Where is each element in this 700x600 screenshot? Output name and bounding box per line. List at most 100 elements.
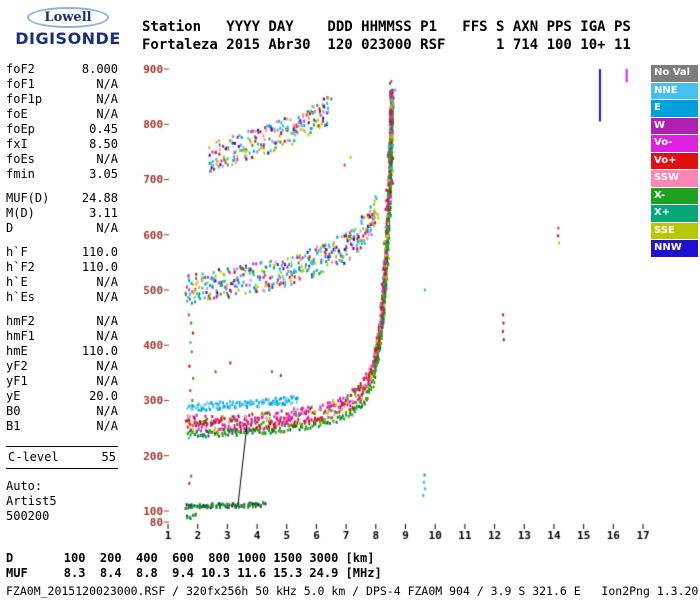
param-row: M(D) 3.11 bbox=[6, 206, 118, 221]
lowell-digisonde-logo: Lowell DIGISONDE bbox=[8, 6, 128, 54]
param-row: fxI 8.50 bbox=[6, 137, 118, 152]
param-value: 8.000 bbox=[81, 62, 118, 76]
param-value: 20.0 bbox=[89, 389, 118, 403]
param-label: foEs bbox=[6, 152, 35, 166]
param-value: 3.11 bbox=[89, 206, 118, 220]
header-column-titles: Station YYYY DAY DDD HHMMSS P1 FFS S AXN… bbox=[142, 19, 631, 35]
param-row: h`Es N/A bbox=[6, 290, 118, 305]
param-label: h`F2 bbox=[6, 260, 35, 274]
param-label: B0 bbox=[6, 404, 21, 418]
param-row: yE 20.0 bbox=[6, 389, 118, 404]
parameter-group: hmF2 N/A hmF1 N/A hmE 110.0 yF2 N/A yF1 N/A yE 20.0… bbox=[6, 314, 118, 434]
param-label: fmin bbox=[6, 167, 35, 181]
param-value: N/A bbox=[96, 107, 118, 121]
legend-item-nnw: NNW bbox=[651, 240, 698, 257]
ionogram-plot-canvas bbox=[130, 60, 652, 545]
legend-item-nne: NNE bbox=[651, 82, 698, 99]
param-value: N/A bbox=[96, 92, 118, 106]
param-label: foF1 bbox=[6, 77, 35, 91]
param-label: foE bbox=[6, 107, 28, 121]
auto-label: Auto: bbox=[6, 479, 43, 493]
param-label: B1 bbox=[6, 419, 21, 433]
param-row: hmF1 N/A bbox=[6, 329, 118, 344]
param-value: N/A bbox=[96, 404, 118, 418]
param-value: N/A bbox=[96, 290, 118, 304]
legend-item-no-val: No Val bbox=[651, 65, 698, 82]
param-value: 0.45 bbox=[89, 122, 118, 136]
param-value: 3.05 bbox=[89, 167, 118, 181]
param-row: h`F 110.0 bbox=[6, 245, 118, 260]
param-row: hmF2 N/A bbox=[6, 314, 118, 329]
param-value: N/A bbox=[96, 419, 118, 433]
param-value: 110.0 bbox=[81, 260, 118, 274]
distance-row: D 100 200 400 600 800 1000 1500 3000 [km… bbox=[6, 551, 375, 565]
param-row: foEp 0.45 bbox=[6, 122, 118, 137]
legend-item-vo-: Vo- bbox=[651, 135, 698, 152]
param-value: N/A bbox=[96, 329, 118, 343]
param-label: h`Es bbox=[6, 290, 35, 304]
param-row: yF1 N/A bbox=[6, 374, 118, 389]
echo-status-legend: No Val NNE E W Vo- Vo+ SSW X- X+ SSE NNW bbox=[651, 65, 698, 258]
param-row: foF1 N/A bbox=[6, 77, 118, 92]
param-value: N/A bbox=[96, 359, 118, 373]
c-level-value: 55 bbox=[101, 450, 116, 464]
logo-digisonde-text: DIGISONDE bbox=[15, 29, 121, 48]
param-label: hmF2 bbox=[6, 314, 35, 328]
legend-item-x-: X- bbox=[651, 187, 698, 204]
param-row: h`E N/A bbox=[6, 275, 118, 290]
parameter-group: foF2 8.000 foF1 N/A foF1p N/A foE N/A foEp 0.45 fx… bbox=[6, 62, 118, 182]
param-row: B0 N/A bbox=[6, 404, 118, 419]
param-row: MUF(D) 24.88 bbox=[6, 191, 118, 206]
param-value: 110.0 bbox=[81, 245, 118, 259]
auto-scaler-block: Auto: Artist5 500200 bbox=[6, 479, 118, 524]
param-label: yF1 bbox=[6, 374, 28, 388]
param-value: N/A bbox=[96, 374, 118, 388]
param-value: 110.0 bbox=[81, 344, 118, 358]
param-label: yF2 bbox=[6, 359, 28, 373]
param-value: N/A bbox=[96, 221, 118, 235]
param-label: D bbox=[6, 221, 14, 235]
param-row: D N/A bbox=[6, 221, 118, 236]
param-value: N/A bbox=[96, 314, 118, 328]
param-row: foE N/A bbox=[6, 107, 118, 122]
param-row: foEs N/A bbox=[6, 152, 118, 167]
param-label: h`E bbox=[6, 275, 28, 289]
param-row: h`F2 110.0 bbox=[6, 260, 118, 275]
param-label: h`F bbox=[6, 245, 28, 259]
param-row: foF2 8.000 bbox=[6, 62, 118, 77]
parameter-groups: foF2 8.000 foF1 N/A foF1p N/A foE N/A foEp 0.45 fx… bbox=[6, 62, 118, 434]
legend-item-sse: SSE bbox=[651, 222, 698, 239]
param-label: foF2 bbox=[6, 62, 35, 76]
param-row: foF1p N/A bbox=[6, 92, 118, 107]
param-value: N/A bbox=[96, 275, 118, 289]
param-label: hmE bbox=[6, 344, 28, 358]
parameter-panel: foF2 8.000 foF1 N/A foF1p N/A foE N/A foEp 0.45 fx… bbox=[6, 62, 118, 524]
scaler-name: Artist5 bbox=[6, 494, 57, 508]
legend-item-w: W bbox=[651, 117, 698, 134]
param-label: M(D) bbox=[6, 206, 35, 220]
c-level-label: C-level bbox=[8, 450, 59, 464]
legend-item-e: E bbox=[651, 100, 698, 117]
param-row: fmin 3.05 bbox=[6, 167, 118, 182]
param-label: MUF(D) bbox=[6, 191, 50, 205]
logo-lowell-text: Lowell bbox=[27, 7, 109, 28]
param-row: yF2 N/A bbox=[6, 359, 118, 374]
parameter-group: h`F 110.0 h`F2 110.0 h`E N/A h`Es N/A bbox=[6, 245, 118, 305]
legend-item-vo+: Vo+ bbox=[651, 152, 698, 169]
param-label: foF1p bbox=[6, 92, 43, 106]
param-row: B1 N/A bbox=[6, 419, 118, 434]
legend-item-ssw: SSW bbox=[651, 170, 698, 187]
param-label: yE bbox=[6, 389, 21, 403]
c-level-row: C-level 55 bbox=[6, 446, 118, 469]
param-value: 24.88 bbox=[81, 191, 118, 205]
param-label: foEp bbox=[6, 122, 35, 136]
param-label: fxI bbox=[6, 137, 28, 151]
param-value: N/A bbox=[96, 77, 118, 91]
param-row: hmE 110.0 bbox=[6, 344, 118, 359]
scaler-version: 500200 bbox=[6, 509, 50, 523]
param-value: N/A bbox=[96, 152, 118, 166]
param-value: 8.50 bbox=[89, 137, 118, 151]
parameter-group: MUF(D) 24.88 M(D) 3.11 D N/A bbox=[6, 191, 118, 236]
legend-item-x+: X+ bbox=[651, 205, 698, 222]
